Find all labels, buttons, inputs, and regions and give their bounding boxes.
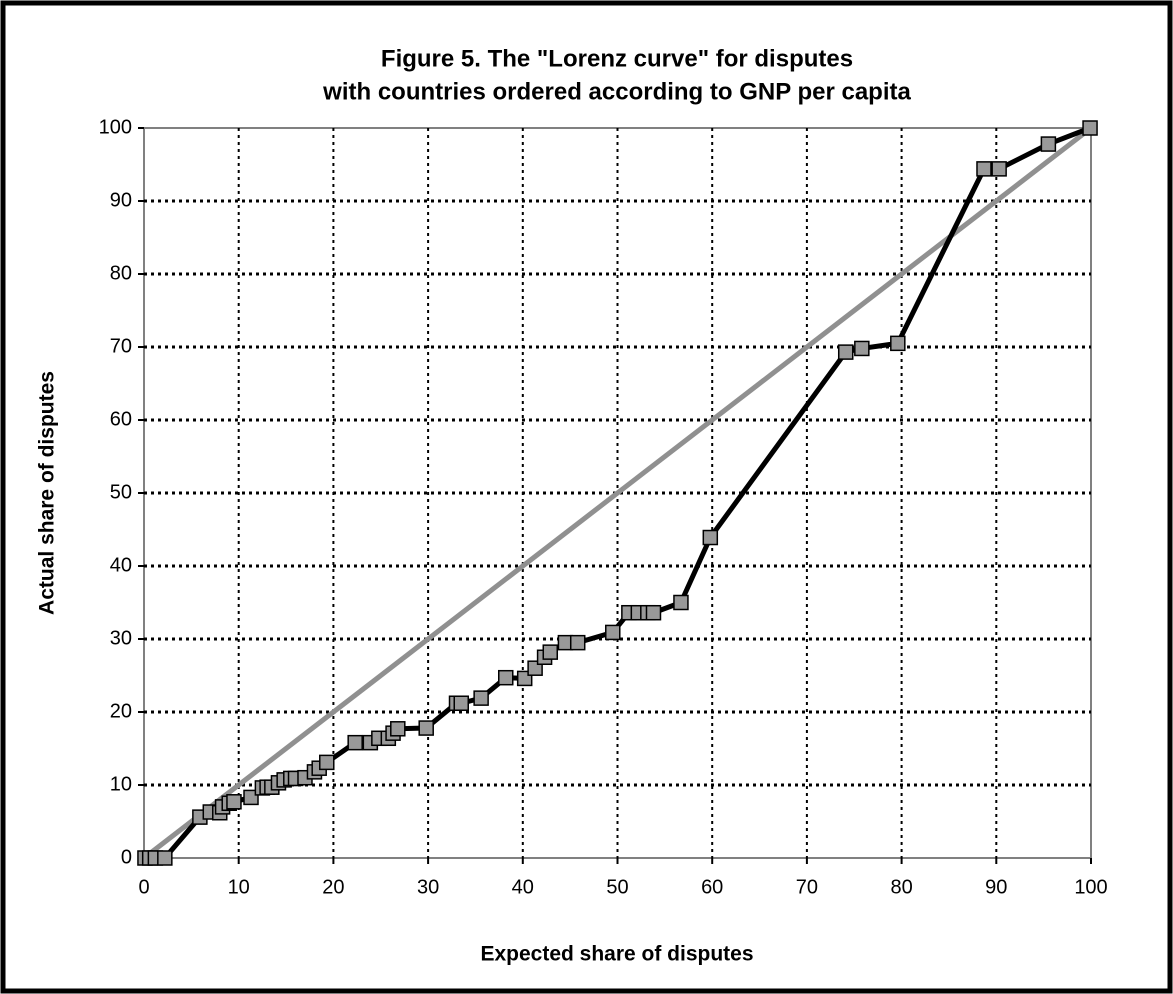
marker bbox=[569, 634, 586, 651]
x-tick-label: 30 bbox=[417, 876, 439, 898]
marker bbox=[890, 335, 906, 352]
marker bbox=[1082, 120, 1098, 136]
chart-title: Figure 5. The "Lorenz curve" for dispute… bbox=[381, 45, 853, 72]
series-line bbox=[142, 126, 1093, 860]
marker bbox=[157, 850, 173, 866]
marker bbox=[347, 734, 363, 751]
y-tick-label: 30 bbox=[110, 627, 132, 649]
y-tick-label: 50 bbox=[110, 481, 132, 503]
marker bbox=[498, 669, 514, 686]
x-tick-label: 40 bbox=[512, 876, 534, 898]
marker bbox=[991, 161, 1007, 177]
y-axis-label: Actual share of disputes bbox=[36, 371, 59, 615]
marker bbox=[976, 161, 992, 177]
y-tick-label: 0 bbox=[121, 846, 132, 868]
marker bbox=[702, 529, 719, 546]
marker bbox=[473, 690, 489, 706]
marker bbox=[673, 594, 689, 611]
x-tick-label: 0 bbox=[138, 876, 149, 898]
marker bbox=[418, 720, 434, 736]
marker bbox=[319, 754, 335, 771]
y-tick-label: 90 bbox=[110, 189, 132, 211]
y-tick-label: 40 bbox=[110, 554, 132, 576]
marker bbox=[645, 604, 662, 621]
y-tick-label: 70 bbox=[110, 335, 132, 357]
y-tick-label: 60 bbox=[110, 408, 132, 430]
x-axis-label: Expected share of disputes bbox=[480, 943, 753, 966]
y-tick-label: 20 bbox=[110, 700, 132, 722]
marker bbox=[226, 794, 242, 810]
x-tick-label: 70 bbox=[796, 876, 818, 898]
y-tick-label: 100 bbox=[99, 116, 132, 138]
x-tick-label: 20 bbox=[322, 876, 344, 898]
x-tick-label: 90 bbox=[985, 876, 1007, 898]
x-tick-label: 10 bbox=[228, 876, 250, 898]
marker bbox=[243, 789, 259, 806]
y-tick-label: 80 bbox=[110, 262, 132, 284]
marker bbox=[542, 644, 559, 660]
x-tick-label: 80 bbox=[890, 876, 912, 898]
x-tick-label: 60 bbox=[701, 876, 723, 898]
marker bbox=[1040, 136, 1057, 152]
marker bbox=[390, 721, 406, 737]
x-tick-label: 100 bbox=[1074, 876, 1107, 898]
y-tick-label: 10 bbox=[110, 773, 132, 795]
x-tick-label: 50 bbox=[606, 876, 628, 898]
marker bbox=[453, 695, 469, 711]
marker bbox=[837, 344, 854, 360]
marker bbox=[854, 340, 870, 357]
chart-subtitle: with countries ordered according to GNP … bbox=[322, 78, 911, 105]
marker bbox=[605, 624, 621, 641]
